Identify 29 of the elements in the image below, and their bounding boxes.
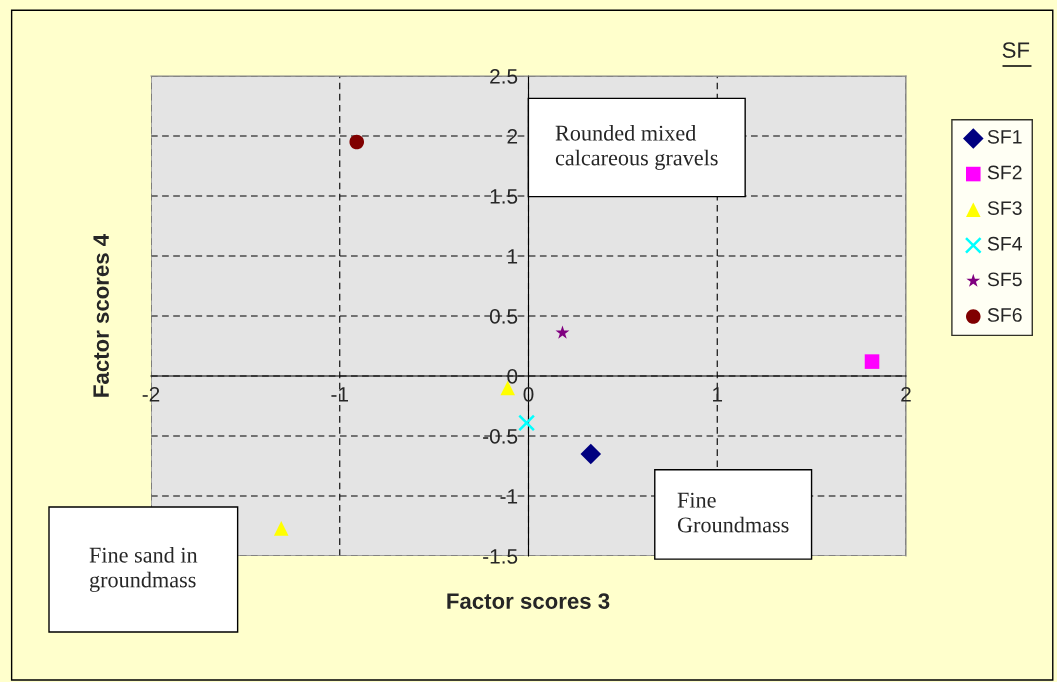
legend-label: SF3 (987, 201, 1022, 215)
x-tick-label: 2 (901, 386, 911, 402)
annotation: Fine Groundmass (677, 492, 789, 533)
annotation: Rounded mixed calcareous gravels (555, 125, 718, 170)
legend-label: SF5 (987, 272, 1022, 287)
x-tick-label: -1 (331, 387, 348, 402)
x-axis-title: Factor scores 3 (447, 593, 610, 609)
point (555, 325, 570, 339)
y-tick-label: 0.5 (489, 309, 518, 324)
point (580, 443, 602, 465)
text: SF (1002, 42, 1030, 58)
y-tick-label: 2.5 (490, 69, 518, 84)
annotation: Fine sand in groundmass (89, 547, 198, 592)
legend-label: SF6 (987, 308, 1022, 322)
point (349, 134, 365, 150)
x-tick-label: 1 (713, 387, 723, 402)
y-tick-label: 1.5 (490, 189, 518, 204)
point (273, 521, 289, 536)
y-tick-label: -0.5 (483, 429, 518, 444)
point (518, 414, 536, 432)
point (864, 354, 880, 369)
legend-label: SF2 (987, 165, 1022, 180)
legend-label: SF1 (987, 129, 1022, 144)
y-tick-label: -1.5 (483, 549, 518, 564)
x-tick-label: -2 (142, 386, 160, 402)
y-axis-title: Factor scores 4 (93, 233, 109, 397)
y-tick-label: -1 (500, 489, 518, 504)
y-tick-label: 1 (508, 249, 518, 264)
legend-label: SF4 (987, 236, 1022, 251)
